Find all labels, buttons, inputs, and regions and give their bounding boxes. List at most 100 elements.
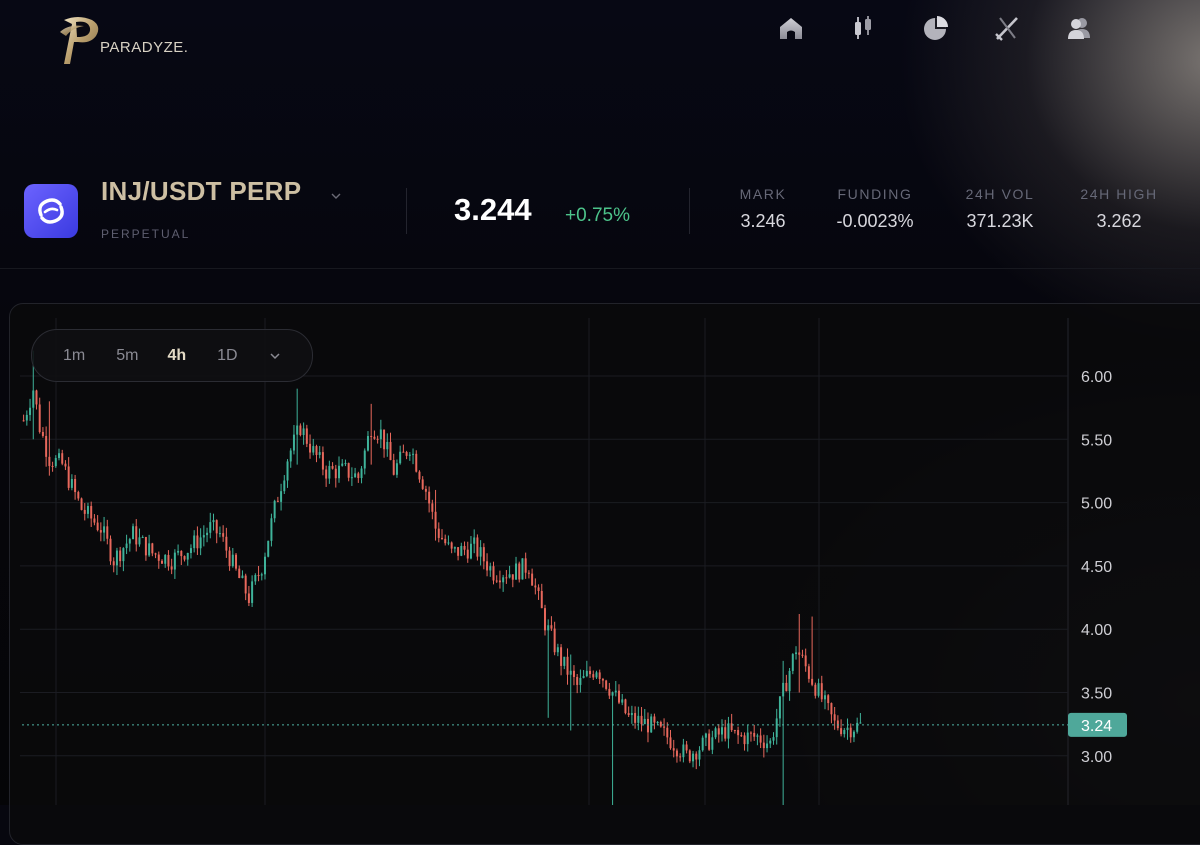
candle-body (64, 463, 67, 467)
candle-body (585, 670, 588, 677)
chevron-down-icon[interactable] (268, 349, 282, 363)
candle-body (209, 522, 212, 533)
candle-body (363, 450, 366, 469)
last-price-tag-label: 3.24 (1081, 718, 1112, 735)
users-icon (1068, 18, 1090, 39)
candle-body (389, 441, 392, 461)
candle-body (663, 726, 666, 728)
stat-value: 3.246 (740, 211, 786, 231)
candle-body (582, 676, 585, 678)
candle-body (270, 518, 273, 541)
candle-body (157, 554, 160, 561)
candle-body (45, 435, 48, 457)
divider (406, 188, 407, 234)
stat-label: FUNDING (837, 186, 913, 202)
brand-name: PARADYZE. (100, 38, 189, 56)
candle-body (222, 533, 225, 537)
candle-body (618, 690, 621, 703)
nav-community[interactable] (1043, 10, 1115, 46)
candle-body (460, 545, 463, 556)
candle-body (431, 503, 434, 512)
timeframe-5m[interactable]: 5m (116, 346, 139, 364)
nav-battle[interactable] (971, 10, 1043, 46)
candle-body (576, 676, 579, 685)
timeframe-4h[interactable]: 4h (167, 346, 187, 364)
candle-body (25, 414, 28, 421)
stat-value: 371.23K (966, 211, 1034, 231)
stat-funding: FUNDING -0.0023% (815, 186, 935, 232)
nav-home[interactable] (755, 10, 827, 46)
candle-body (849, 727, 852, 738)
candle-body (122, 548, 125, 562)
candle-body (189, 548, 192, 553)
candle-body (704, 733, 707, 738)
candle-body (798, 652, 801, 655)
stat-value: 3.262 (1096, 211, 1142, 231)
candle-body (560, 647, 563, 666)
candle-body (373, 436, 376, 439)
candle-body (318, 452, 321, 455)
candle-body (659, 721, 662, 727)
candle-body (338, 465, 341, 479)
candle-body (138, 537, 141, 545)
candle-body (283, 480, 286, 492)
candle-body (498, 580, 501, 583)
candle-body (479, 547, 482, 557)
candle-body (775, 718, 778, 738)
candle-body (688, 750, 691, 762)
market-type: PERPETUAL (101, 227, 191, 241)
candlesticks (22, 350, 862, 805)
candle-body (51, 465, 54, 467)
candle-body (788, 670, 791, 692)
candle-body (193, 535, 196, 549)
candle-body (212, 520, 215, 523)
candle-body (199, 537, 202, 549)
coin-icon[interactable] (24, 184, 78, 238)
nav-portfolio[interactable] (899, 10, 971, 46)
chevron-down-icon[interactable] (330, 190, 342, 202)
candle-body (312, 446, 315, 453)
candle-body (634, 713, 637, 723)
candle-body (527, 572, 530, 574)
candle-body (347, 463, 350, 478)
candle-body (646, 718, 649, 733)
candle-body (305, 428, 308, 444)
candle-body (679, 756, 682, 758)
candle-body (762, 742, 765, 749)
candle-body (286, 461, 289, 481)
candle-body (640, 715, 643, 725)
stat-label: 24H HIGH (1080, 186, 1158, 202)
candle-body (801, 654, 804, 656)
candle-body (563, 656, 566, 666)
timeframe-1d[interactable]: 1D (217, 346, 238, 364)
nav-trade[interactable] (827, 10, 899, 46)
price-chart[interactable]: 6.00 5.50 5.00 4.50 4.00 3.50 3.00 3.24 (0, 0, 1200, 805)
candle-body (395, 463, 398, 475)
candle-body (392, 460, 395, 475)
candle-body (733, 730, 736, 732)
candle-body (350, 477, 353, 479)
candle-body (743, 735, 746, 745)
candle-body (58, 453, 61, 458)
candle-body (521, 558, 524, 580)
candle-body (840, 728, 843, 735)
candle-body (299, 425, 302, 436)
candle-body (656, 721, 659, 723)
candle-body (370, 436, 373, 438)
swords-icon (995, 17, 1018, 41)
candle-body (566, 656, 569, 675)
candle-body (67, 466, 70, 488)
timeframe-1m[interactable]: 1m (63, 346, 86, 364)
candle-body (444, 538, 447, 544)
candle-body (80, 498, 83, 510)
candle-body (572, 670, 575, 677)
candle-body (589, 670, 592, 675)
stat-24h-vol: 24H VOL 371.23K (940, 186, 1060, 232)
candle-body (135, 526, 138, 545)
chart-panel (9, 303, 1200, 845)
candle-body (827, 695, 830, 704)
market-pair[interactable]: INJ/USDT PERP (101, 176, 302, 206)
candle-body (553, 628, 556, 653)
brand-logo[interactable]: PARADYZE. (58, 14, 188, 66)
candle-body (437, 528, 440, 538)
